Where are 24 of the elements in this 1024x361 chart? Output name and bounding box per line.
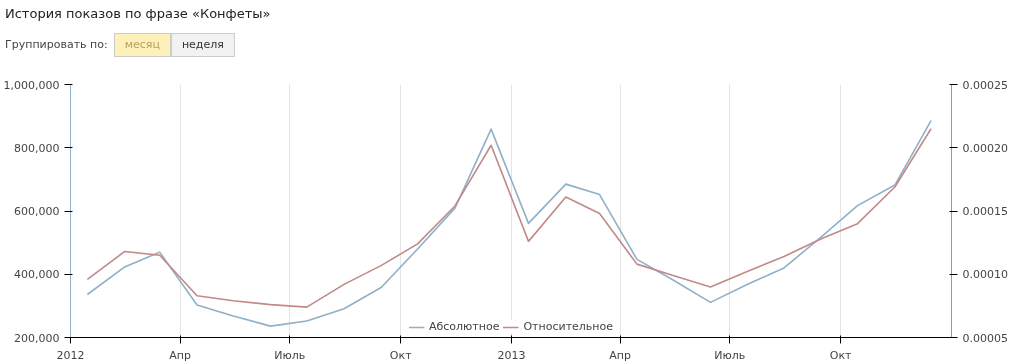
y2-tick-label: 0.00005	[962, 331, 1008, 345]
chart-title: История показов по фразе «Конфеты»	[5, 5, 271, 23]
x-tick-label: Апр	[169, 348, 192, 361]
y-tick-label: 400,000	[14, 268, 60, 282]
x-tick-label: Апр	[609, 348, 631, 361]
x-tick-label: 2012	[56, 348, 85, 361]
legend-label: Абсолютное	[428, 320, 500, 333]
y-tick-label: 1,000,000	[3, 78, 60, 92]
text: неделя	[170, 33, 235, 57]
x-tick-label: Окт	[389, 348, 413, 361]
text: Группировать по:	[5, 38, 108, 51]
y-tick-label: 600,000	[14, 205, 60, 218]
x-tick-label: 2013	[497, 348, 526, 361]
y2-tick-label: 0.00015	[962, 205, 1008, 218]
y2-tick-label: 0.00025	[962, 78, 1008, 92]
x-tick-label: Июль	[714, 348, 746, 361]
y-tick-label: 200,000	[14, 331, 60, 345]
x-tick-label: Июль	[274, 348, 306, 361]
legend-label: Относительное	[523, 320, 614, 333]
x-tick-label: Окт	[829, 348, 853, 361]
text: месяц	[113, 33, 171, 57]
y2-tick-label: 0.00010	[962, 268, 1008, 282]
y-tick-label: 800,000	[14, 141, 60, 155]
y2-tick-label: 0.00020	[962, 141, 1008, 155]
